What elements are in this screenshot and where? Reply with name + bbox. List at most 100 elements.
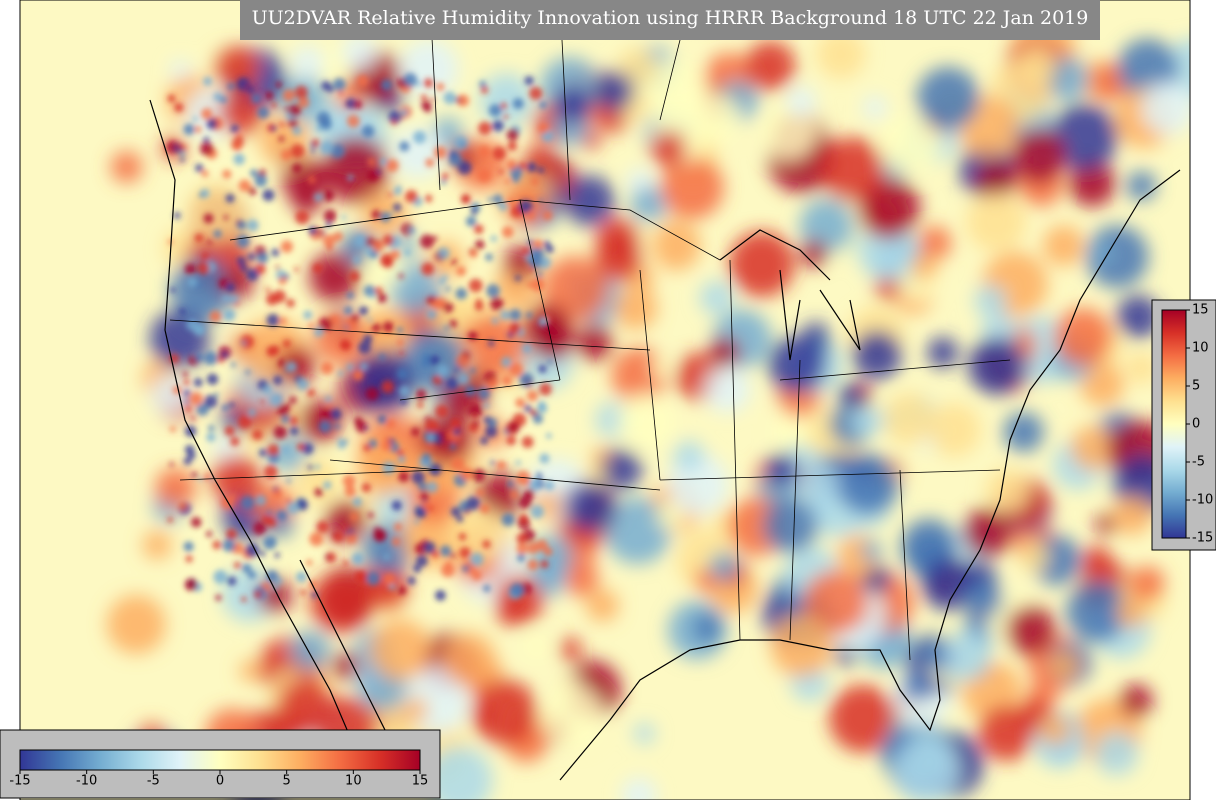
field-detail-blob [280,240,293,253]
field-detail-blob [512,98,524,110]
field-detail-blob [254,174,268,187]
field-detail-blob [281,149,292,161]
field-detail-blob [170,287,176,293]
field-detail-blob [276,404,290,417]
field-blob [295,458,342,505]
field-detail-blob [297,96,310,109]
field-detail-blob [230,436,240,447]
field-detail-blob [416,81,422,87]
field-detail-blob [212,540,222,550]
field-detail-blob [190,516,202,528]
field-detail-blob [225,283,235,292]
field-detail-blob [208,425,215,432]
field-detail-blob [485,425,498,438]
field-detail-blob [351,314,359,322]
field-detail-blob [240,496,255,510]
field-detail-blob [390,249,400,260]
field-detail-blob [407,226,416,235]
field-detail-blob [262,189,275,202]
field-detail-blob [248,408,257,417]
field-blob [471,679,538,746]
field-detail-blob [220,96,227,104]
field-detail-blob [247,252,256,261]
field-detail-blob [184,444,195,455]
field-blob [1115,597,1147,628]
field-detail-blob [432,374,443,385]
field-blob [617,393,675,451]
field-detail-blob [527,542,540,555]
field-detail-blob [306,388,316,397]
field-detail-blob [379,158,388,167]
field-blob [918,226,952,260]
field-blob [768,336,825,394]
field-detail-blob [308,226,318,235]
field-detail-blob [346,363,354,371]
field-detail-blob [172,385,182,395]
field-detail-blob [302,442,314,455]
field-blob [968,337,1026,395]
field-detail-blob [469,367,476,374]
field-detail-blob [415,554,428,568]
field-detail-blob [398,471,410,483]
field-detail-blob [480,86,489,94]
field-detail-blob [397,586,407,595]
field-detail-blob [440,179,447,185]
field-blob [142,530,172,560]
field-blob [641,58,708,125]
field-detail-blob [233,153,245,165]
field-blob [215,45,260,90]
field-detail-blob [475,298,482,305]
field-detail-blob [528,255,543,269]
field-detail-blob [388,192,393,197]
field-detail-blob [532,413,544,424]
field-detail-blob [379,253,394,267]
field-detail-blob [349,512,359,522]
field-detail-blob [404,249,411,256]
field-blob [1080,362,1125,407]
field-detail-blob [318,419,332,433]
field-blob [1094,731,1139,776]
field-blob [1016,44,1057,85]
field-blob [860,539,883,562]
field-detail-blob [458,532,467,541]
field-detail-blob [185,555,193,563]
field-detail-blob [183,379,190,385]
field-detail-blob [472,469,486,483]
field-blob [443,633,496,686]
field-detail-blob [286,361,298,373]
field-detail-blob [450,506,461,517]
field-blob [324,500,367,543]
field-detail-blob [271,537,277,542]
field-detail-blob [183,457,192,465]
field-detail-blob [289,426,299,436]
field-detail-blob [523,404,532,412]
field-blob [1068,159,1116,207]
field-detail-blob [296,571,307,583]
field-detail-blob [533,239,543,250]
field-detail-blob [327,86,334,93]
field-blob [837,454,899,516]
field-detail-blob [382,234,394,246]
field-detail-blob [367,512,374,518]
field-detail-blob [512,175,520,183]
field-detail-blob [265,91,274,100]
field-detail-blob [508,362,523,377]
field-detail-blob [444,325,450,331]
field-detail-blob [428,444,433,450]
field-detail-blob [364,426,369,431]
field-blob [892,737,960,800]
field-detail-blob [396,326,403,334]
field-detail-blob [361,125,375,138]
field-blob [155,467,197,509]
field-detail-blob [224,425,235,436]
field-detail-blob [244,84,250,89]
field-blob [529,535,573,579]
field-blob [593,70,635,112]
field-blob [880,113,942,175]
field-detail-blob [432,550,439,558]
field-blob [320,49,348,77]
field-blob [630,185,668,223]
field-detail-blob [250,169,258,177]
field-detail-blob [365,387,379,401]
field-detail-blob [514,275,521,282]
